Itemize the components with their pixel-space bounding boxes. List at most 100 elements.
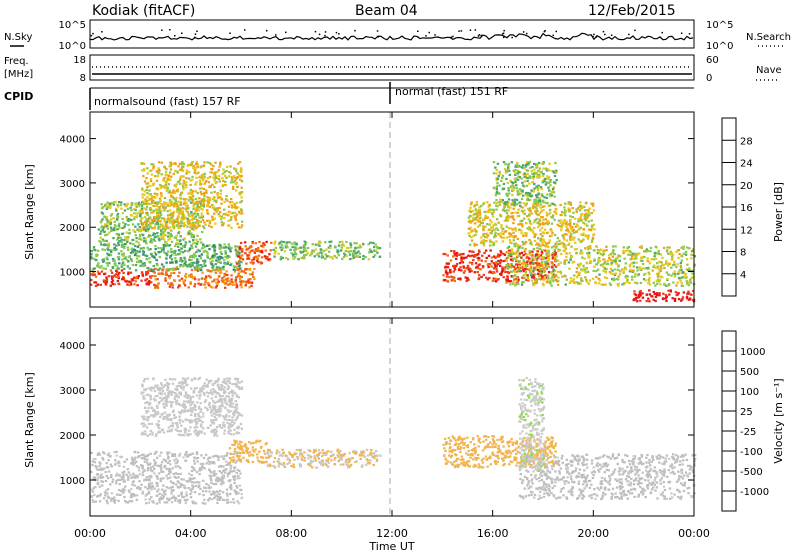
power-cell — [146, 167, 149, 170]
power-cell — [239, 241, 243, 245]
power-cell — [251, 271, 254, 274]
power-cell — [540, 188, 543, 191]
power-cell — [664, 293, 668, 297]
power-cell — [177, 220, 180, 223]
power-cell — [163, 187, 166, 190]
power-cell — [552, 275, 555, 278]
power-cell — [648, 273, 651, 276]
power-cell — [677, 270, 680, 273]
power-cell — [167, 219, 171, 222]
power-cell — [138, 226, 141, 229]
power-cell — [488, 239, 492, 242]
power-cell — [209, 261, 213, 264]
power-cell — [476, 218, 479, 221]
power-cell — [351, 257, 354, 260]
nsearch-point — [478, 34, 480, 36]
power-cell — [169, 218, 172, 221]
power-cell — [211, 203, 214, 207]
velocity-cell — [159, 477, 163, 480]
power-cell — [149, 184, 152, 187]
power-cell — [168, 285, 172, 288]
power-cell — [184, 183, 187, 186]
power-cell — [514, 259, 518, 263]
power-cell — [254, 249, 257, 252]
nsearch-point — [610, 34, 613, 36]
power-cell — [528, 160, 532, 163]
power-cell — [192, 236, 195, 239]
power-cell — [536, 250, 539, 253]
power-cell — [129, 206, 132, 209]
power-cell — [207, 181, 211, 184]
velocity-cell — [212, 492, 216, 495]
power-cell — [188, 163, 191, 166]
power-cell — [216, 207, 220, 210]
power-cell — [564, 222, 568, 225]
velocity-cell — [103, 467, 106, 470]
power-cell — [227, 219, 230, 222]
power-cell — [190, 274, 193, 277]
power-cell — [239, 201, 242, 204]
power-cell — [184, 272, 188, 276]
power-cell — [515, 251, 518, 254]
power-cell — [160, 161, 164, 164]
power-cell — [168, 199, 172, 202]
power-cell — [525, 169, 529, 172]
velocity-cell — [157, 472, 161, 475]
power-cell — [317, 242, 321, 245]
power-cell — [520, 256, 523, 259]
power-cell — [466, 264, 470, 267]
velocity-cell — [128, 490, 131, 493]
power-cell — [152, 199, 155, 202]
power-cell — [149, 276, 152, 279]
power-cell — [498, 184, 501, 187]
power-cell — [161, 269, 164, 272]
power-cell — [569, 221, 572, 224]
velocity-cell — [162, 484, 165, 487]
power-cell — [133, 230, 137, 233]
power-cell — [107, 203, 110, 206]
power-cell — [594, 282, 597, 285]
power-cell — [228, 245, 231, 248]
power-cell — [184, 274, 187, 278]
power-cell — [235, 181, 239, 184]
velocity-cell — [216, 496, 220, 499]
power-cell — [459, 253, 462, 256]
power-cell — [475, 253, 478, 256]
velocity-cell — [111, 478, 115, 481]
nsearch-point — [377, 36, 379, 38]
power-cell — [115, 273, 118, 276]
power-cell — [176, 181, 180, 184]
power-cell — [121, 217, 124, 221]
velocity-cell — [145, 476, 149, 479]
velocity-cell — [185, 452, 188, 455]
power-cell — [129, 271, 133, 274]
power-cell — [342, 244, 345, 247]
power-cell — [639, 259, 643, 262]
power-cell — [590, 211, 593, 215]
power-cell — [211, 215, 214, 218]
power-cell — [262, 245, 265, 249]
nsearch-point — [324, 31, 327, 33]
power-cell — [529, 262, 532, 265]
power-cell — [189, 191, 192, 194]
power-cell — [90, 283, 93, 286]
power-cell — [159, 183, 162, 187]
power-cell — [442, 274, 445, 277]
power-cell — [131, 279, 135, 282]
power-cell — [237, 252, 241, 255]
power-cell — [191, 227, 194, 230]
power-cell — [553, 252, 556, 255]
power-cell — [538, 277, 541, 280]
power-cell — [502, 276, 505, 279]
power-cell — [626, 278, 629, 282]
power-cell — [170, 250, 173, 253]
power-cell — [568, 252, 571, 255]
velocity-cell — [90, 470, 93, 474]
power-cell — [204, 259, 207, 262]
velocity-cell — [198, 473, 201, 476]
power-cell — [114, 200, 117, 203]
power-cell — [657, 252, 661, 255]
power-cell — [102, 260, 105, 263]
power-cell — [115, 209, 118, 212]
velocity-cell — [185, 493, 188, 497]
